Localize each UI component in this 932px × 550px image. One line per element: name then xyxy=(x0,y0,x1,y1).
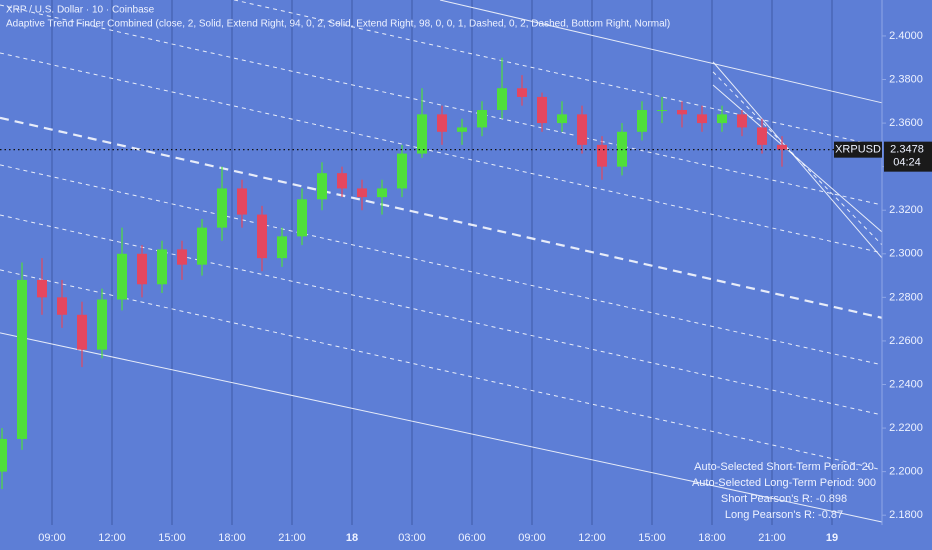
indicator-label: Adaptive Trend Finder Combined (close, 2… xyxy=(6,19,670,30)
price-badge xyxy=(884,141,932,172)
stats-text: Auto-Selected Long-Term Period: 900 xyxy=(692,477,876,489)
y-tick-label: 2.2200 xyxy=(889,422,923,434)
channel-line xyxy=(439,0,883,104)
y-tick-label: 2.4000 xyxy=(889,30,923,42)
x-tick-label: 12:00 xyxy=(578,532,606,544)
x-tick-label: 15:00 xyxy=(158,532,186,544)
candle-body xyxy=(777,144,787,150)
candle-body xyxy=(357,188,367,198)
candle-body xyxy=(177,249,187,265)
candle-body xyxy=(397,153,407,189)
candle-body xyxy=(557,114,567,124)
candle-body xyxy=(57,297,67,315)
y-tick-label: 2.1800 xyxy=(889,509,923,521)
candle-body xyxy=(77,314,87,350)
x-tick-label: 09:00 xyxy=(518,532,546,544)
candle-body xyxy=(97,299,107,350)
channel-line xyxy=(0,4,883,206)
candle-body xyxy=(157,249,167,285)
x-tick-label: 18:00 xyxy=(218,532,246,544)
symbol-label: XRPUSD xyxy=(835,144,881,156)
channel-line xyxy=(712,61,883,259)
stats-text: Long Pearson's R: -0.87 xyxy=(725,509,843,521)
candle-body xyxy=(237,188,247,215)
candle-body xyxy=(117,253,127,300)
candle-body xyxy=(497,88,507,111)
y-tick-label: 2.3000 xyxy=(889,248,923,260)
candle-body xyxy=(297,199,307,237)
y-tick-label: 2.2600 xyxy=(889,335,923,347)
channel-line xyxy=(0,164,883,366)
candle-body xyxy=(37,279,47,298)
x-tick-label: 06:00 xyxy=(458,532,486,544)
candle-body xyxy=(717,114,727,124)
y-tick-label: 2.3200 xyxy=(889,204,923,216)
x-tick-label: 18:00 xyxy=(698,532,726,544)
candle-body xyxy=(577,114,587,145)
x-tick-label: 12:00 xyxy=(98,532,126,544)
price-label: 2.3478 xyxy=(890,144,924,156)
symbol-badge xyxy=(834,141,882,158)
candle-body xyxy=(517,88,527,97)
candle-body xyxy=(457,127,467,132)
countdown-label: 04:24 xyxy=(893,157,921,169)
candle-body xyxy=(757,127,767,145)
candle-body xyxy=(657,110,667,112)
candle-body xyxy=(0,438,7,472)
channel-line xyxy=(0,116,883,319)
y-tick-label: 2.3600 xyxy=(889,117,923,129)
x-tick-label: 09:00 xyxy=(38,532,66,544)
candle-body xyxy=(437,114,447,132)
candle-body xyxy=(217,188,227,228)
candle-body xyxy=(477,110,487,128)
x-tick-label: 18 xyxy=(346,532,358,544)
candle-body xyxy=(537,96,547,124)
x-tick-label: 19 xyxy=(826,532,838,544)
stats-text: Short Pearson's R: -0.898 xyxy=(721,493,847,505)
channel-line xyxy=(232,0,883,148)
candle-body xyxy=(337,173,347,189)
channel-line xyxy=(712,84,883,233)
stats-text: Auto-Selected Short-Term Period: 20 xyxy=(694,461,874,473)
y-tick-label: 2.3800 xyxy=(889,73,923,85)
candle-body xyxy=(17,279,27,439)
candle-body xyxy=(137,253,147,285)
channel-line xyxy=(0,52,883,254)
candle-body xyxy=(257,214,267,259)
candle-body xyxy=(377,188,387,198)
y-tick-label: 2.2000 xyxy=(889,466,923,478)
candle-body xyxy=(197,227,207,265)
candle-body xyxy=(697,114,707,124)
x-tick-label: 21:00 xyxy=(278,532,306,544)
channel-line xyxy=(0,269,883,471)
candle-body xyxy=(637,110,647,132)
channel-line xyxy=(0,332,883,523)
candle-body xyxy=(277,236,287,259)
candle-body xyxy=(597,144,607,167)
candle-body xyxy=(737,114,747,128)
candle-body xyxy=(417,114,427,154)
x-tick-label: 03:00 xyxy=(398,532,426,544)
x-tick-label: 21:00 xyxy=(758,532,786,544)
x-tick-label: 15:00 xyxy=(638,532,666,544)
chart-title: XRP / U.S. Dollar · 10 · Coinbase xyxy=(6,5,155,16)
y-tick-label: 2.2800 xyxy=(889,291,923,303)
y-tick-label: 2.2400 xyxy=(889,378,923,390)
candle-body xyxy=(317,173,327,200)
channel-line xyxy=(0,214,883,416)
candle-body xyxy=(677,110,687,115)
